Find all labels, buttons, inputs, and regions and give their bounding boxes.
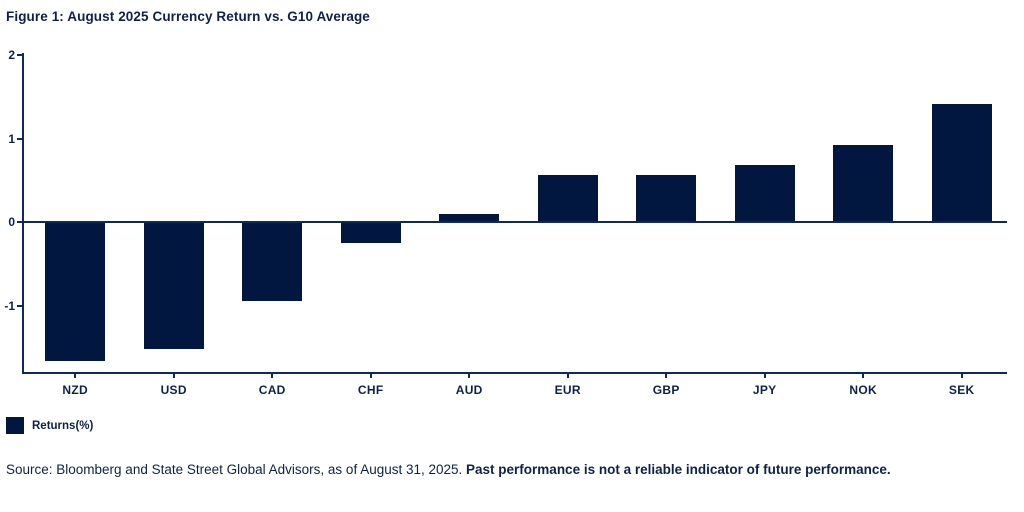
legend-label: Returns(%) [32,419,94,432]
x-tick-NZD [74,374,77,378]
y-tick-2 [17,54,22,56]
bar-GBP [636,174,697,223]
bar-JPY [734,165,795,223]
x-label-JPY: JPY [752,383,777,397]
disclaimer-text: Past performance is not a reliable indic… [466,462,891,477]
x-tick-CHF [369,374,372,378]
x-label-CAD: CAD [258,383,286,397]
x-label-SEK: SEK [948,383,975,397]
x-axis-line [22,372,1007,374]
y-tick-label-2: 2 [8,48,15,62]
y-tick-label-0: 0 [8,215,15,230]
bar-USD [143,222,204,349]
y-tick--1 [17,305,22,308]
x-label-NOK: NOK [849,383,877,397]
x-label-USD: USD [160,383,187,397]
bar-EUR [537,174,598,223]
bar-AUD [439,214,500,223]
x-tick-JPY [763,374,766,378]
bar-NZD [45,222,106,362]
x-label-EUR: EUR [554,383,581,397]
y-tick-label-1: 1 [8,131,15,146]
x-label-NZD: NZD [62,383,88,397]
bar-SEK [931,104,992,223]
x-tick-NOK [862,374,865,378]
x-tick-EUR [566,374,569,378]
x-label-CHF: CHF [357,383,384,397]
bar-chart: NZD USD CAD CHF AUD EUR GBP JPY NOK SEK 2 1 0 -1 [4,48,1007,397]
figure-title: Figure 1: August 2025 Currency Return vs… [6,9,370,24]
y-tick-1 [17,137,22,140]
x-tick-CAD [271,374,274,378]
y-axis-line [22,53,24,373]
y-tick-0 [17,221,22,224]
zero-line [22,221,1007,224]
legend: Returns(%) [6,417,93,434]
x-label-AUD: AUD [455,383,483,397]
y-tick-label--1: -1 [4,299,15,314]
bar-CAD [242,222,303,302]
x-tick-USD [172,374,175,378]
x-tick-SEK [960,374,963,378]
legend-swatch [6,417,24,434]
bar-CHF [340,222,401,244]
x-label-GBP: GBP [652,383,680,397]
x-tick-GBP [665,374,668,378]
source-note: Source: Bloomberg and State Street Globa… [6,459,958,480]
source-text: Source: Bloomberg and State Street Globa… [6,462,467,477]
x-tick-AUD [468,374,471,378]
bar-NOK [833,144,894,223]
